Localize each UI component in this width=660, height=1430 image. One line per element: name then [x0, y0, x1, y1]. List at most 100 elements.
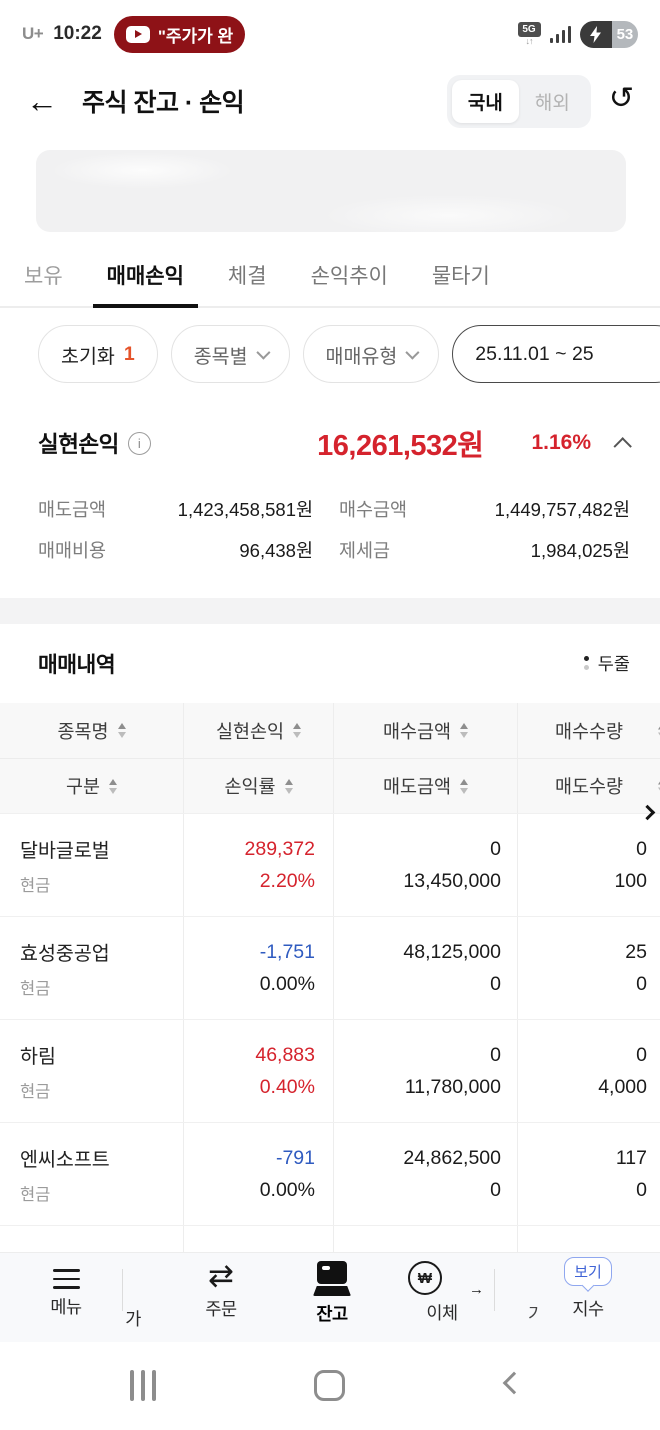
table-row[interactable]: 달바글로벌 현금 289,372 2.20% 0 13,450,000 0 10…: [0, 813, 660, 916]
tab-bar: 보유 매매손익 체결 손익추이 물타기: [0, 244, 660, 308]
sell-amount-value: 1,423,458,581원: [177, 499, 313, 520]
col-buy-amount[interactable]: 매수금액: [333, 703, 517, 758]
profit-rate: 0.40%: [259, 1075, 315, 1098]
account-type: 현금: [20, 1186, 51, 1204]
collapse-chevron-icon[interactable]: [613, 436, 632, 456]
tab-holdings[interactable]: 보유: [24, 265, 63, 288]
sort-icon: [284, 778, 293, 794]
date-range-chip[interactable]: 25.11.01 ~ 25: [452, 325, 660, 383]
realized-profit: -1,751: [259, 940, 315, 963]
summary-detail-grid: 매도금액 1,423,458,581원 매수금액 1,449,757,482원 …: [38, 496, 630, 563]
col-buy-qty[interactable]: 매수수량: [517, 703, 660, 758]
stock-name: 엔씨소프트: [20, 1149, 110, 1171]
order-swap-icon: ⇄: [208, 1258, 234, 1293]
stock-filter-label: 종목별: [193, 345, 248, 368]
sell-qty: 100: [614, 869, 647, 892]
view-toggle-label: 두줄: [597, 653, 630, 674]
battery-percent: 53: [611, 20, 638, 48]
two-line-icon: [583, 656, 589, 670]
tab-trade-profit[interactable]: 매매손익: [92, 244, 199, 308]
trade-type-filter-chip[interactable]: 매매유형: [302, 325, 440, 383]
table-row[interactable]: 엔씨소프트 현금 -791 0.00% 24,862,500 0 117 0: [0, 1122, 660, 1225]
realized-profit-summary: 실현손익 i 16,261,532원 1.16%: [38, 420, 632, 466]
menu-icon: [36, 1263, 96, 1289]
home-button[interactable]: [314, 1370, 345, 1401]
realized-profit-percent: 1.16%: [531, 431, 591, 454]
sort-icon: [658, 778, 660, 794]
sell-qty: 0: [636, 972, 647, 995]
nav-transfer[interactable]: ₩ → 이체: [408, 1261, 484, 1325]
nav-order[interactable]: ⇄ 주문: [186, 1258, 256, 1321]
buy-amount: 48,125,000: [403, 940, 501, 963]
table-header: 종목명 실현손익 매수금액 매수수량 구분: [0, 703, 660, 813]
buy-amount: 24,862,500: [403, 1146, 501, 1169]
col-profit-rate[interactable]: 손익률: [183, 759, 333, 813]
col-account-type[interactable]: 구분: [0, 759, 183, 813]
two-line-view-toggle[interactable]: 두줄: [583, 651, 630, 676]
stock-name: 하림: [20, 1046, 56, 1068]
back-button[interactable]: [502, 1371, 526, 1395]
col-sell-amount[interactable]: 매도금액: [333, 759, 517, 813]
recents-button[interactable]: [130, 1370, 156, 1401]
sort-icon: [293, 723, 302, 738]
col-sell-qty[interactable]: 매도수량: [517, 759, 660, 813]
back-arrow-icon[interactable]: ←: [26, 83, 58, 119]
trade-history-table: 종목명 실현손익 매수금액 매수수량 구분: [0, 703, 660, 1328]
col-realized-profit[interactable]: 실현손익: [183, 703, 333, 758]
buy-amount-label: 매수금액: [339, 499, 408, 520]
sort-icon: [117, 723, 126, 738]
nav-partial-right: 기: [528, 1304, 538, 1324]
android-nav-bar: [0, 1342, 660, 1430]
table-body: 달바글로벌 현금 289,372 2.20% 0 13,450,000 0 10…: [0, 813, 660, 1328]
toggle-overseas[interactable]: 해외: [534, 92, 570, 114]
account-type: 현금: [20, 980, 51, 998]
clock: 10:22: [53, 23, 102, 44]
sell-amount: 13,450,000: [403, 869, 501, 892]
tab-executions[interactable]: 체결: [227, 265, 267, 288]
info-icon[interactable]: i: [127, 431, 151, 455]
filter-chips: 초기화 1 종목별 매매유형 25.11.01 ~ 25: [0, 322, 660, 386]
realized-profit: 289,372: [244, 837, 316, 860]
table-row[interactable]: 하림 현금 46,883 0.40% 0 11,780,000 0 4,000: [0, 1019, 660, 1122]
sort-icon: [460, 723, 469, 738]
sell-amount-label: 매도금액: [38, 499, 107, 520]
fee-label: 매매비용: [38, 540, 107, 561]
stock-name: 효성중공업: [20, 943, 110, 965]
sell-qty: 0: [636, 1178, 647, 1201]
reset-count-badge: 1: [123, 342, 135, 365]
buy-amount: 0: [490, 837, 501, 860]
bottom-nav: 메뉴 가 ⇄ 주문 잔고 ₩ → 이체 기 보기 지수: [0, 1252, 660, 1342]
table-row[interactable]: 효성중공업 현금 -1,751 0.00% 48,125,000 0 25 0: [0, 916, 660, 1019]
nav-balance[interactable]: 잔고: [300, 1261, 364, 1326]
live-caption-pill[interactable]: "주가가 완: [113, 15, 246, 53]
nav-menu[interactable]: 메뉴: [36, 1263, 96, 1319]
stock-filter-chip[interactable]: 종목별: [170, 325, 290, 383]
profit-rate: 0.00%: [259, 972, 315, 995]
reset-label: 초기화: [61, 345, 115, 368]
chevron-down-icon: [255, 345, 271, 360]
col-stock-name[interactable]: 종목명: [0, 703, 183, 758]
tab-profit-trend[interactable]: 손익추이: [310, 265, 388, 288]
account-type: 현금: [20, 877, 51, 895]
realized-profit-amount: 16,261,532원: [317, 430, 484, 462]
status-bar: U+ 10:22 "주가가 완 5G ↓↑ 53: [0, 8, 660, 60]
sort-icon: [460, 778, 469, 794]
reset-filter-chip[interactable]: 초기화 1: [38, 325, 158, 383]
youtube-play-icon: [125, 25, 150, 43]
buy-amount-value: 1,449,757,482원: [494, 499, 630, 520]
realized-profit-label: 실현손익: [38, 432, 119, 457]
nav-index[interactable]: 보기 지수: [552, 1257, 624, 1321]
redacted-account-area: [36, 150, 626, 232]
nav-partial-left[interactable]: 가: [125, 1309, 141, 1329]
tab-averaging[interactable]: 물타기: [431, 265, 490, 288]
live-caption-text: "주가가 완: [157, 26, 234, 46]
chevron-down-icon: [405, 345, 420, 360]
buy-qty: 25: [625, 940, 647, 963]
battery-indicator: 53: [580, 20, 638, 48]
buy-amount: 0: [490, 1043, 501, 1066]
fee-value: 96,438원: [239, 540, 313, 561]
refresh-icon[interactable]: ↺: [608, 82, 634, 115]
history-title: 매매내역: [38, 652, 116, 677]
toggle-domestic[interactable]: 국내: [451, 79, 519, 123]
